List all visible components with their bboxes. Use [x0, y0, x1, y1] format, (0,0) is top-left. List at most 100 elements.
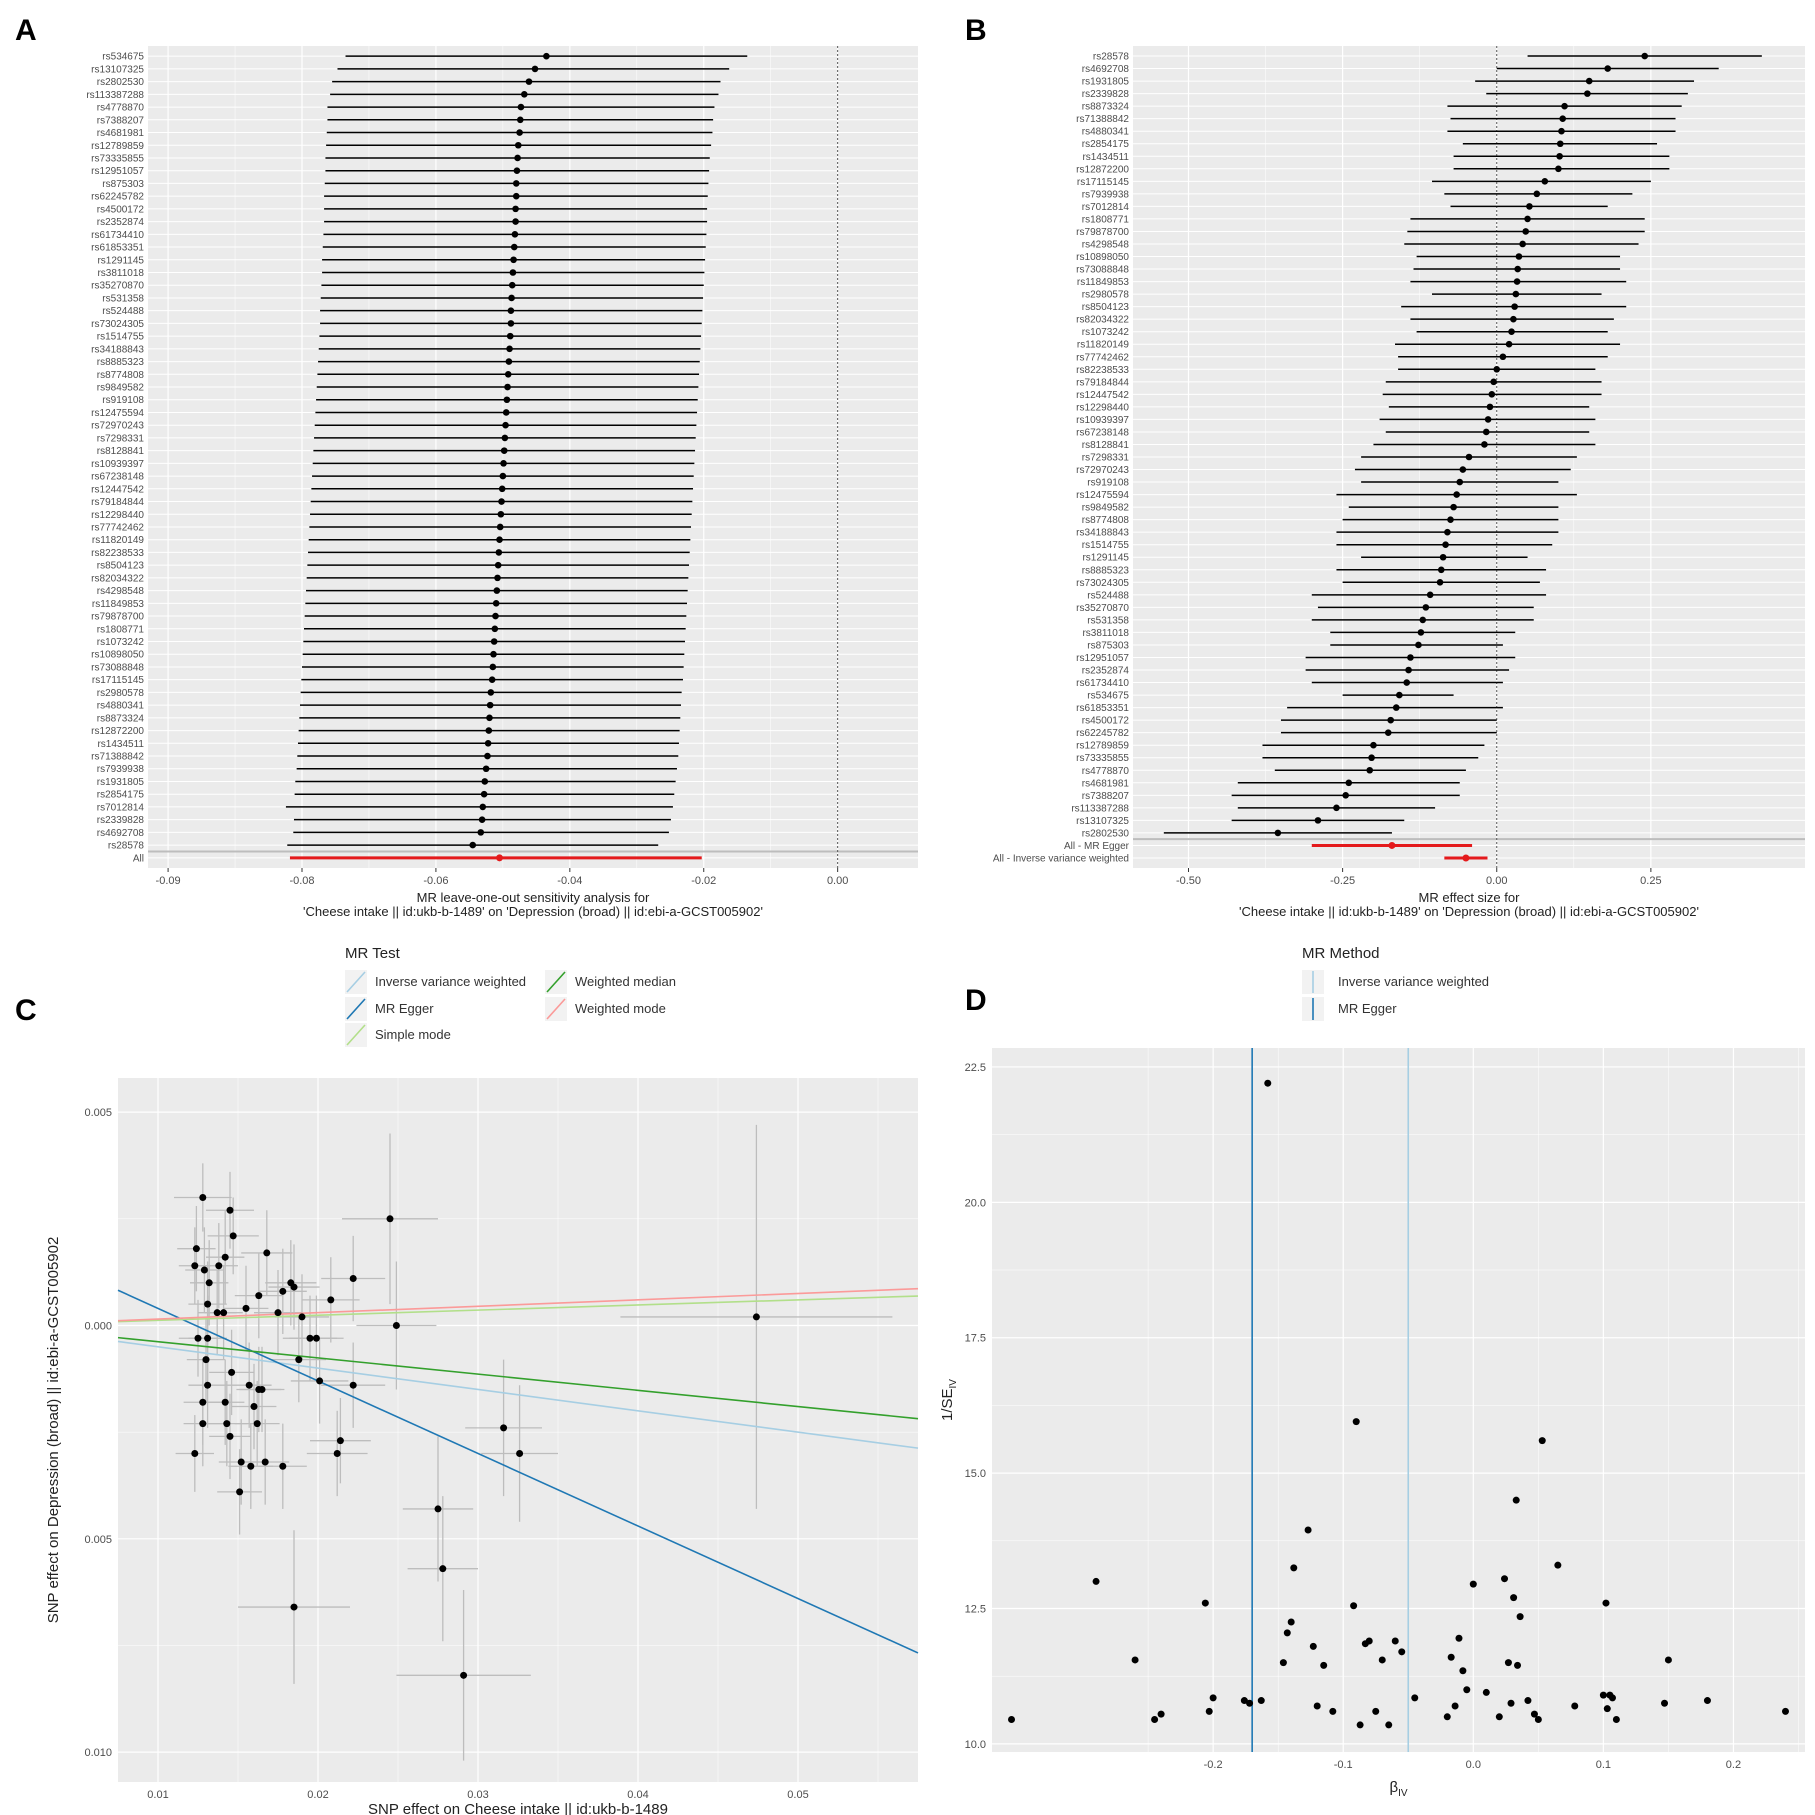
snp-point: [253, 1420, 261, 1428]
panel-d-ylabel-sub: IV: [948, 1379, 959, 1389]
x-tick-label: -0.04: [557, 875, 582, 887]
snp-point: [1534, 1716, 1542, 1724]
snp-label: rs73024305: [1076, 578, 1129, 589]
snp-label: rs77742462: [1076, 352, 1129, 363]
snp-point: [298, 1313, 306, 1321]
x-tick-label: 0.2: [1726, 1759, 1741, 1771]
estimate-point: [1493, 365, 1501, 373]
snp-point: [1283, 1629, 1291, 1637]
estimate-point: [508, 281, 516, 289]
estimate-point: [490, 638, 498, 645]
snp-point: [191, 1262, 199, 1270]
estimate-point: [1453, 491, 1460, 498]
snp-point: [261, 1458, 269, 1466]
legend-label: Simple mode: [375, 1027, 451, 1042]
snp-point: [434, 1505, 442, 1513]
estimate-point: [503, 396, 511, 404]
snp-point: [1612, 1716, 1620, 1724]
snp-label: rs7012814: [1082, 202, 1130, 213]
snp-point: [1279, 1659, 1287, 1667]
estimate-point: [492, 612, 499, 620]
snp-label: rs1514755: [1082, 540, 1130, 551]
snp-label: rs7939938: [97, 764, 145, 775]
snp-label: rs8504123: [97, 561, 145, 572]
snp-point: [205, 1279, 213, 1287]
estimate-point: [1604, 65, 1612, 72]
snp-point: [1781, 1707, 1789, 1715]
snp-label: rs8504123: [1082, 302, 1130, 313]
snp-label: rs13107325: [91, 64, 144, 75]
snp-label: rs12447542: [91, 484, 144, 495]
snp-label: rs35270870: [1076, 603, 1129, 614]
snp-label: rs72970243: [1076, 465, 1129, 476]
summary-point: [496, 854, 504, 862]
snp-label: rs35270870: [91, 281, 144, 292]
snp-point: [392, 1321, 400, 1329]
snp-point: [258, 1385, 266, 1393]
estimate-point: [495, 549, 503, 556]
snp-point: [1092, 1577, 1100, 1585]
snp-label: rs77742462: [91, 522, 144, 533]
snp-label: rs61853351: [1076, 703, 1129, 714]
panel-c-scatter-chart: MR Test Inverse variance weighted MR Egge…: [45, 945, 919, 1815]
snp-point: [213, 1309, 221, 1317]
snp-label: rs82238533: [91, 548, 144, 559]
estimate-point: [1366, 766, 1374, 774]
estimate-point: [1345, 779, 1353, 787]
snp-point: [316, 1377, 324, 1385]
snp-point: [226, 1206, 234, 1214]
snp-label: rs4880341: [1082, 127, 1130, 138]
estimate-point: [1396, 691, 1403, 699]
snp-label: rs67238148: [1076, 427, 1129, 438]
estimate-point: [481, 778, 489, 785]
estimate-point: [1482, 428, 1490, 436]
estimate-point: [1314, 817, 1322, 824]
snp-label: rs62245782: [91, 192, 144, 203]
estimate-point: [1519, 240, 1526, 248]
estimate-point: [1561, 102, 1568, 110]
estimate-point: [543, 52, 550, 60]
y-tick-label: 15.0: [965, 1468, 986, 1480]
snp-point: [1313, 1702, 1321, 1710]
snp-label: rs3811018: [97, 268, 144, 279]
panel-d-funnel-chart: MR Method Inverse variance weighted MR Eg…: [939, 945, 1805, 1799]
snp-point: [1391, 1637, 1399, 1645]
snp-point: [1246, 1699, 1254, 1707]
snp-label: rs4778870: [97, 103, 145, 114]
snp-label: rs2980578: [1082, 290, 1130, 301]
regression-line: [117, 1295, 919, 1323]
snp-point: [237, 1458, 245, 1466]
snp-label: rs1808771: [1082, 214, 1130, 225]
estimate-point: [480, 790, 488, 798]
snp-label: rs11820149: [92, 535, 145, 546]
estimate-point: [1585, 77, 1593, 85]
estimate-point: [512, 218, 519, 225]
panel-letter-c: C: [15, 994, 37, 1027]
panel-d-legend-title: MR Method: [1302, 945, 1380, 962]
snp-label: rs2339828: [1082, 89, 1130, 100]
snp-label: rs7388207: [97, 115, 145, 126]
snp-point: [279, 1462, 287, 1470]
panel-d-background: [992, 1048, 1805, 1752]
snp-label: rs2352874: [97, 217, 145, 228]
estimate-point: [514, 141, 522, 149]
snp-label: rs875303: [1087, 640, 1129, 651]
estimate-point: [1439, 553, 1447, 561]
snp-label: rs8774808: [97, 370, 145, 381]
snp-point: [1510, 1594, 1518, 1602]
snp-label: rs8774808: [1082, 515, 1130, 526]
estimate-point: [520, 91, 528, 98]
estimate-point: [484, 752, 491, 760]
estimate-point: [498, 485, 506, 493]
x-tick-label: 0.03: [467, 1789, 488, 1801]
snp-label: rs113387288: [1071, 803, 1129, 814]
x-tick-label: 0.04: [627, 1789, 648, 1801]
snp-point: [1290, 1564, 1298, 1572]
snp-label: rs9849582: [97, 383, 145, 394]
legend-label: Weighted median: [575, 974, 676, 989]
panel-b-marks: [1163, 46, 1762, 868]
snp-label: rs34188843: [91, 344, 144, 355]
panel-a-x-ticks: -0.09 -0.08 -0.06 -0.04 -0.02 0.00: [156, 868, 848, 887]
snp-label: rs4298548: [97, 586, 145, 597]
